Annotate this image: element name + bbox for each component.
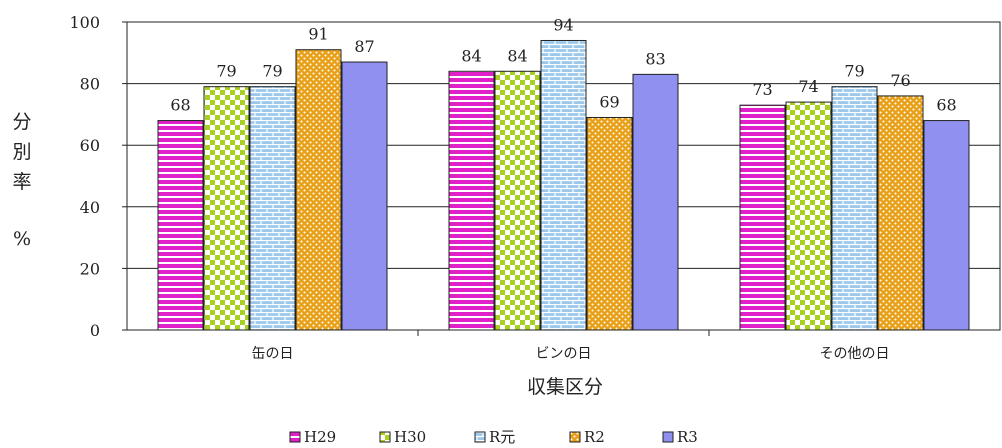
y-axis-label-char: 率 bbox=[12, 171, 31, 193]
data-label: 79 bbox=[262, 62, 282, 81]
data-label: 79 bbox=[844, 62, 864, 81]
data-label: 94 bbox=[553, 15, 573, 34]
bar-R元-0 bbox=[249, 86, 296, 331]
y-axis-label-char: 別 bbox=[12, 141, 31, 163]
x-tick-label: 缶の日 bbox=[252, 346, 294, 362]
x-axis-label: 収集区分 bbox=[527, 376, 603, 398]
y-tick-label: 0 bbox=[90, 321, 100, 340]
legend-label: H29 bbox=[304, 428, 336, 446]
data-label: 79 bbox=[216, 62, 236, 81]
y-tick-label: 60 bbox=[80, 136, 100, 155]
bar-R3-2 bbox=[923, 120, 970, 331]
legend-swatch-R3 bbox=[662, 431, 674, 443]
data-label: 68 bbox=[936, 96, 956, 115]
data-label: 74 bbox=[798, 77, 818, 96]
data-label: 84 bbox=[461, 46, 481, 65]
data-label: 73 bbox=[752, 80, 772, 99]
data-label: 69 bbox=[599, 92, 619, 111]
legend: H29 H30 R元 R2 R3 bbox=[289, 428, 698, 446]
bar-H29-0 bbox=[157, 120, 204, 331]
bar-R2-2 bbox=[877, 95, 924, 331]
bar-R3-1 bbox=[632, 73, 679, 331]
y-axis-label: 分別率% bbox=[12, 111, 31, 250]
y-axis-ticks: 0 20 40 60 80 100 bbox=[69, 13, 127, 340]
bar-R元-2 bbox=[831, 86, 878, 331]
legend-label: R3 bbox=[677, 428, 698, 446]
bar-H29-1 bbox=[448, 70, 495, 331]
data-label: 87 bbox=[354, 37, 374, 56]
bar-R元-1 bbox=[540, 39, 587, 331]
y-tick-label: 100 bbox=[69, 13, 100, 32]
bar-R2-0 bbox=[295, 49, 342, 331]
data-label: 83 bbox=[645, 49, 665, 68]
data-label: 76 bbox=[890, 71, 910, 90]
bar-H30-1 bbox=[494, 70, 541, 331]
y-tick-label: 20 bbox=[80, 259, 100, 278]
legend-label: R元 bbox=[489, 428, 515, 446]
x-tick-label: その他の日 bbox=[820, 346, 890, 362]
x-axis-ticks: 缶の日 ビンの日 その他の日 bbox=[252, 330, 890, 362]
y-axis-label-char: % bbox=[13, 228, 31, 250]
bar-H29-2 bbox=[739, 104, 786, 331]
y-tick-label: 40 bbox=[80, 198, 100, 217]
data-label: 91 bbox=[308, 25, 328, 44]
legend-swatch-R2 bbox=[569, 431, 581, 443]
data-label: 84 bbox=[507, 46, 527, 65]
x-tick-label: ビンの日 bbox=[536, 346, 592, 362]
bars bbox=[157, 39, 970, 331]
bar-R3-0 bbox=[341, 61, 388, 331]
legend-swatch-H30 bbox=[379, 431, 391, 443]
legend-label: H30 bbox=[394, 428, 426, 446]
bar-R2-1 bbox=[586, 116, 633, 331]
bar-H30-2 bbox=[785, 101, 832, 331]
legend-swatch-H29 bbox=[289, 431, 301, 443]
y-axis-label-char: 分 bbox=[12, 111, 31, 133]
legend-label: R2 bbox=[584, 428, 605, 446]
bar-H30-0 bbox=[203, 86, 250, 331]
data-labels: 68 79 79 91 87 84 84 94 69 83 73 74 79 76 68 bbox=[170, 15, 956, 114]
legend-swatch-R元 bbox=[474, 431, 486, 443]
y-tick-label: 80 bbox=[80, 75, 100, 94]
data-label: 68 bbox=[170, 96, 190, 115]
